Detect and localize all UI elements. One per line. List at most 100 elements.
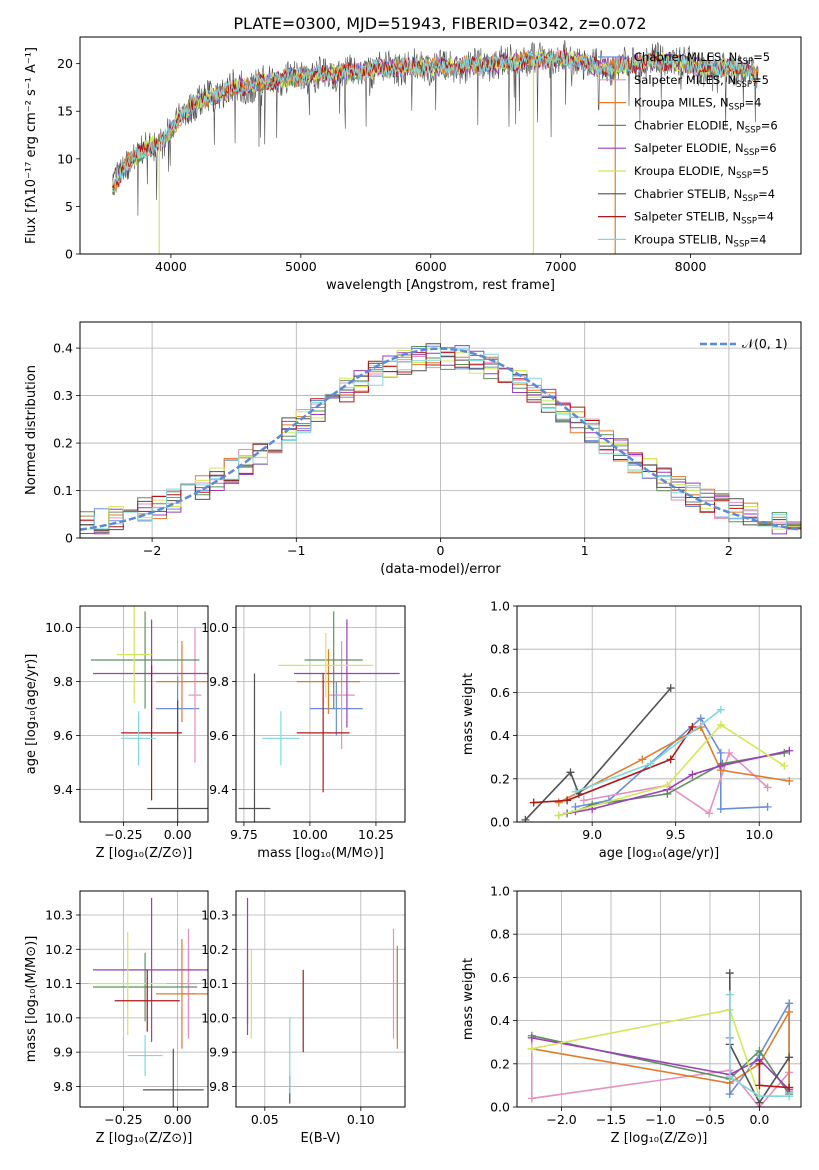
y-tick-label: 10.2 xyxy=(201,942,229,957)
y-tick-label: 9.8 xyxy=(209,674,229,689)
x-axis-label: Z [log₁₀(Z/Z⊙)] xyxy=(96,1131,193,1146)
y-tick-label: 10.1 xyxy=(201,976,229,991)
y-tick-label: 10 xyxy=(57,151,73,166)
axes-frame xyxy=(79,890,209,1108)
y-tick-label: 0.0 xyxy=(490,1100,510,1115)
spectrum-line xyxy=(112,50,759,193)
y-tick-label: 9.6 xyxy=(53,728,73,743)
normal-curve xyxy=(80,347,801,531)
y-tick-label: 0.8 xyxy=(490,642,510,657)
age-vs-mass-series xyxy=(238,611,400,822)
y-axis-label: age [log₁₀(age/yr)] xyxy=(24,654,39,775)
x-tick-label: 0.00 xyxy=(164,827,192,842)
weight-marker xyxy=(725,1090,734,1099)
weight-marker xyxy=(716,705,725,714)
x-axis-label: age [log₁₀(age/yr)] xyxy=(599,846,720,861)
age-vs-metallicity-panel: −0.25 0.00 9.4 9.6 9.8 10.0 Z [log₁₀(Z/Z⊙)] age… xyxy=(24,605,209,861)
weight-marker xyxy=(755,1092,764,1101)
histogram-panel: −2 −1 0 1 2 0 0.1 0.2 0.3 0.4 (data-model)/error No… xyxy=(24,321,802,577)
axes-frame xyxy=(79,36,802,255)
weight-marker xyxy=(725,748,734,757)
weight-marker xyxy=(646,759,655,768)
x-tick-label: −0.25 xyxy=(104,1112,142,1127)
y-tick-label: 9.9 xyxy=(53,1045,73,1060)
weight-marker xyxy=(763,802,772,811)
legend-entry: Chabrier ELODIE, NSSP=6 xyxy=(634,118,778,135)
y-axis-label: mass weight xyxy=(461,673,476,755)
y-tick-label: 0.3 xyxy=(53,388,73,403)
y-tick-label: 0.4 xyxy=(490,728,510,743)
weight-marker xyxy=(716,720,725,729)
x-tick-label: 9.5 xyxy=(666,827,686,842)
y-tick-label: 9.4 xyxy=(53,782,73,797)
y-tick-label: 10.3 xyxy=(201,908,229,923)
spectrum-panel: 4000 5000 6000 7000 8000 0 5 10 15 20 wavelength [… xyxy=(24,36,802,293)
weight-vs-age-series xyxy=(521,684,794,822)
weight-marker xyxy=(785,1083,794,1092)
x-axis-label: Z [log₁₀(Z/Z⊙)] xyxy=(96,846,193,861)
weight-marker xyxy=(529,798,538,807)
y-tick-label: 0.6 xyxy=(490,970,510,985)
legend-entry: Chabrier STELIB, NSSP=4 xyxy=(634,187,775,204)
legend-entry: Kroupa STELIB, NSSP=4 xyxy=(634,232,766,249)
x-tick-label: 4000 xyxy=(155,259,187,274)
y-tick-label: 15 xyxy=(57,104,73,119)
weight-line xyxy=(575,709,722,793)
x-tick-label: 0.10 xyxy=(347,1112,375,1127)
y-tick-label: 0.1 xyxy=(53,483,73,498)
x-tick-label: 10.25 xyxy=(358,827,394,842)
x-tick-label: 0.0 xyxy=(749,1112,769,1127)
axes-frame xyxy=(516,890,802,1108)
legend-entry: Salpeter MILES, NSSP=5 xyxy=(634,73,769,90)
y-tick-label: 9.6 xyxy=(209,728,229,743)
y-axis-label: mass weight xyxy=(461,958,476,1040)
x-tick-label: −2.0 xyxy=(546,1112,576,1127)
legend-entry: Chabrier MILES, NSSP=5 xyxy=(634,50,770,67)
y-tick-label: 9.4 xyxy=(209,782,229,797)
weight-marker xyxy=(527,1033,536,1042)
y-tick-label: 10.2 xyxy=(45,942,73,957)
x-tick-label: −2 xyxy=(143,543,161,558)
weight-marker xyxy=(696,714,705,723)
histogram-series xyxy=(80,343,801,537)
y-tick-label: 0.8 xyxy=(490,927,510,942)
x-axis-label: (data-model)/error xyxy=(380,562,501,577)
weight-marker xyxy=(716,761,725,770)
x-tick-label: 8000 xyxy=(675,259,707,274)
weight-marker xyxy=(716,805,725,814)
weight-line xyxy=(531,1037,790,1091)
x-tick-label: 5000 xyxy=(285,259,317,274)
y-tick-label: 1.0 xyxy=(490,884,510,899)
mass-vs-ebv-series xyxy=(246,897,398,1104)
weight-marker xyxy=(527,1044,536,1053)
y-tick-label: 0.2 xyxy=(53,436,73,451)
mass-vs-metallicity-series xyxy=(88,897,208,1107)
y-tick-label: 0.4 xyxy=(53,341,73,356)
y-tick-label: 0 xyxy=(65,531,73,546)
x-tick-label: 6000 xyxy=(415,259,447,274)
weight-marker xyxy=(725,1072,734,1081)
weight-marker xyxy=(785,1053,794,1062)
weight-line xyxy=(566,749,790,815)
weight-marker xyxy=(571,787,580,796)
legend-entry: Kroupa MILES, NSSP=4 xyxy=(634,96,761,113)
x-tick-label: 10.0 xyxy=(745,827,773,842)
weight-line xyxy=(729,994,790,1097)
weight-marker xyxy=(755,1081,764,1090)
weight-marker xyxy=(755,1046,764,1055)
y-tick-label: 0 xyxy=(65,247,73,262)
axes-frame xyxy=(79,321,802,539)
y-tick-label: 0.0 xyxy=(490,815,510,830)
y-tick-label: 5 xyxy=(65,199,73,214)
weight-marker xyxy=(785,776,794,785)
y-tick-label: 10.1 xyxy=(45,976,73,991)
x-axis-label: Z [log₁₀(Z/Z⊙)] xyxy=(611,1131,708,1146)
figure-title: PLATE=0300, MJD=51943, FIBERID=0342, z=0… xyxy=(233,14,646,33)
weight-marker xyxy=(785,746,794,755)
weight-marker xyxy=(725,990,734,999)
y-tick-label: 0.4 xyxy=(490,1013,510,1028)
age-vs-metallicity-series xyxy=(90,606,208,822)
x-tick-label: −0.25 xyxy=(104,827,142,842)
weight-marker xyxy=(716,748,725,757)
